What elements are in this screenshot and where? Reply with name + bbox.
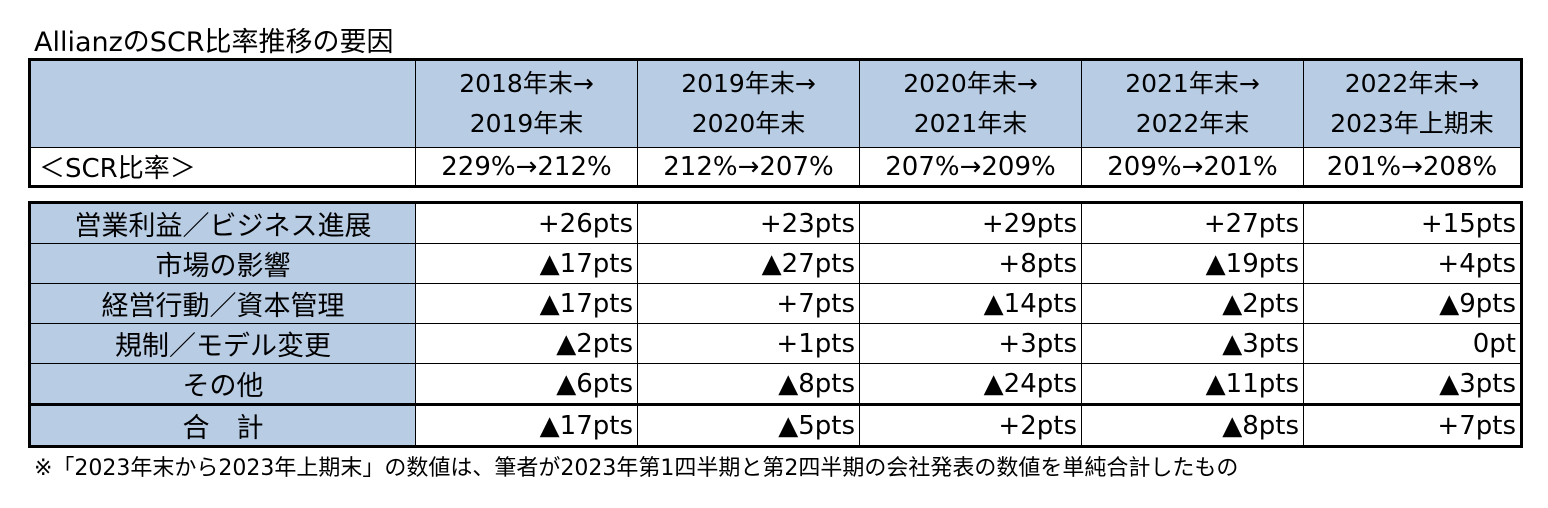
period-line2: 2020年末 xyxy=(691,109,806,138)
factor-value: ▲27pts xyxy=(637,243,860,284)
factor-value: +8pts xyxy=(859,243,1082,284)
factor-row: その他 ▲6pts ▲8pts ▲24pts ▲11pts ▲3pts xyxy=(29,363,1522,405)
factor-table: 営業利益／ビジネス進展 +26pts +23pts +29pts +27pts … xyxy=(28,201,1523,448)
period-header-cell: 2022年末→ 2023年上期末 xyxy=(1303,59,1522,148)
period-header-cell: 2021年末→ 2022年末 xyxy=(1081,59,1304,148)
factor-value: +26pts xyxy=(415,202,638,244)
scr-ratio-value: 229%→212% xyxy=(415,147,638,187)
factor-row: 市場の影響 ▲17pts ▲27pts +8pts ▲19pts +4pts xyxy=(29,243,1522,284)
total-value: ▲17pts xyxy=(415,403,638,447)
period-line2: 2023年上期末 xyxy=(1330,109,1494,138)
period-header-row: 2018年末→ 2019年末 2019年末→ 2020年末 2020年末→ 2021年… xyxy=(29,59,1522,148)
factor-value: +7pts xyxy=(637,283,860,324)
factor-value: 0pt xyxy=(1303,323,1522,364)
factor-value: ▲9pts xyxy=(1303,283,1522,324)
factor-value: ▲2pts xyxy=(415,323,638,364)
period-line1: 2022年末→ xyxy=(1344,69,1480,98)
scr-ratio-value: 207%→209% xyxy=(859,147,1082,187)
factor-label: 営業利益／ビジネス進展 xyxy=(29,202,416,244)
period-line1: 2018年末→ xyxy=(459,69,594,98)
factor-row: 営業利益／ビジネス進展 +26pts +23pts +29pts +27pts … xyxy=(29,202,1522,244)
factor-value: +1pts xyxy=(637,323,860,364)
factor-value: ▲17pts xyxy=(415,283,638,324)
factor-value: ▲11pts xyxy=(1081,363,1304,405)
factor-value: ▲19pts xyxy=(1081,243,1304,284)
period-line1: 2021年末→ xyxy=(1125,69,1260,98)
factor-value: +29pts xyxy=(859,202,1082,244)
scr-ratio-value: 201%→208% xyxy=(1303,147,1522,187)
scr-ratio-header-table: 2018年末→ 2019年末 2019年末→ 2020年末 2020年末→ 2021年… xyxy=(28,58,1523,188)
factor-value: +27pts xyxy=(1081,202,1304,244)
factor-label: 経営行動／資本管理 xyxy=(29,283,416,324)
factor-label: 市場の影響 xyxy=(29,243,416,284)
total-value: ▲5pts xyxy=(637,403,860,447)
factor-value: +3pts xyxy=(859,323,1082,364)
scr-ratio-value: 209%→201% xyxy=(1081,147,1304,187)
period-line2: 2019年末 xyxy=(469,109,584,138)
scr-ratio-value: 212%→207% xyxy=(637,147,860,187)
factor-value: ▲3pts xyxy=(1081,323,1304,364)
factor-value: ▲6pts xyxy=(415,363,638,405)
period-header-cell: 2020年末→ 2021年末 xyxy=(859,59,1082,148)
factor-value: +23pts xyxy=(637,202,860,244)
total-value: ▲8pts xyxy=(1081,403,1304,447)
factor-value: ▲24pts xyxy=(859,363,1082,405)
factor-value: +15pts xyxy=(1303,202,1522,244)
total-value: +7pts xyxy=(1303,403,1522,447)
factor-value: ▲2pts xyxy=(1081,283,1304,324)
period-line1: 2019年末→ xyxy=(681,69,816,98)
factor-label: その他 xyxy=(29,363,416,405)
footnote: ※「2023年末から2023年上期末」の数値は、筆者が2023年第1四半期と第2… xyxy=(34,456,1239,481)
table-title: AllianzのSCR比率推移の要因 xyxy=(34,27,394,58)
header-corner-cell xyxy=(29,59,416,148)
period-line2: 2021年末 xyxy=(913,109,1028,138)
period-line2: 2022年末 xyxy=(1135,109,1250,138)
total-label: 合 計 xyxy=(29,403,416,447)
factor-value: ▲17pts xyxy=(415,243,638,284)
total-row: 合 計 ▲17pts ▲5pts +2pts ▲8pts +7pts xyxy=(29,403,1522,447)
period-line1: 2020年末→ xyxy=(903,69,1038,98)
scr-ratio-label: ＜SCR比率＞ xyxy=(29,147,416,187)
period-header-cell: 2019年末→ 2020年末 xyxy=(637,59,860,148)
factor-label: 規制／モデル変更 xyxy=(29,323,416,364)
factor-value: +4pts xyxy=(1303,243,1522,284)
scr-ratio-row: ＜SCR比率＞ 229%→212% 212%→207% 207%→209% 20… xyxy=(29,147,1522,187)
period-header-cell: 2018年末→ 2019年末 xyxy=(415,59,638,148)
factor-value: ▲8pts xyxy=(637,363,860,405)
factor-value: ▲14pts xyxy=(859,283,1082,324)
total-value: +2pts xyxy=(859,403,1082,447)
factor-row: 規制／モデル変更 ▲2pts +1pts +3pts ▲3pts 0pt xyxy=(29,323,1522,364)
factor-value: ▲3pts xyxy=(1303,363,1522,405)
factor-row: 経営行動／資本管理 ▲17pts +7pts ▲14pts ▲2pts ▲9pt… xyxy=(29,283,1522,324)
